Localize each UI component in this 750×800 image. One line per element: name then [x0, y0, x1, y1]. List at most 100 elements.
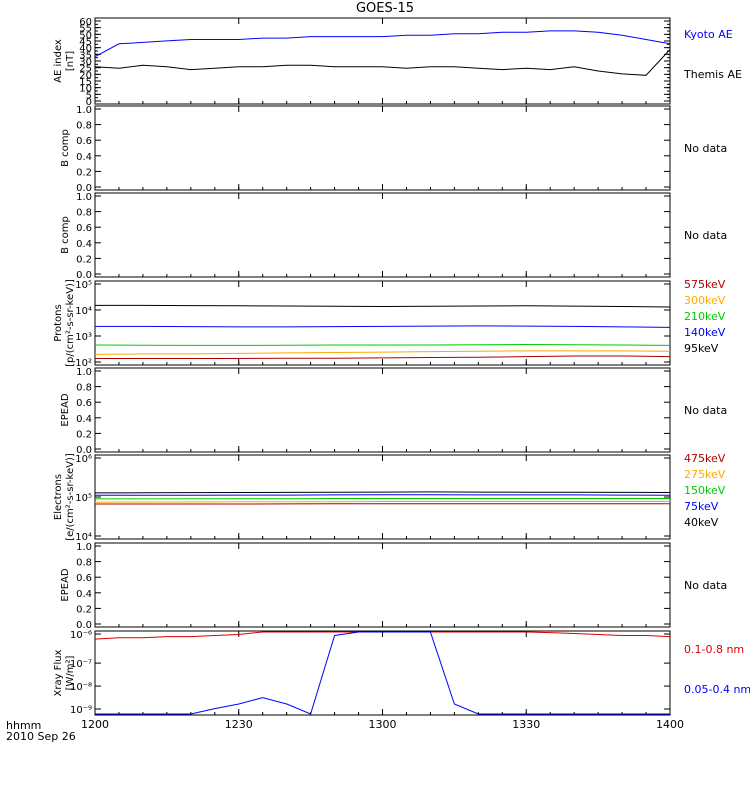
y-axis-label: B comp [60, 216, 71, 254]
y-axis-label: EPEAD [60, 393, 71, 427]
legend-entry: 75keV [684, 500, 719, 513]
y-tick-label: 0.6 [76, 223, 92, 234]
y-tick-label: 0.0 [76, 270, 92, 281]
y-tick-label: 0.8 [76, 383, 92, 394]
series-line-210kev [94, 343, 671, 346]
legend-entry: 275keV [684, 468, 726, 481]
panel-b1 [94, 105, 671, 191]
y-axis-label: [nT] [65, 51, 76, 71]
series-line-300kev [94, 350, 671, 355]
y-tick-label: 0.2 [76, 254, 92, 265]
legend-entry: 475keV [684, 452, 726, 465]
y-tick-label: 0.4 [76, 239, 92, 250]
legend-entry: 300keV [684, 294, 726, 307]
panel-electrons [94, 454, 671, 540]
panel-b2 [94, 192, 671, 278]
y-tick-label: 0.4 [76, 414, 92, 425]
x-tick-label: 1400 [656, 718, 684, 731]
y-axis-label: [e/(cm²-s-sr-keV)] [65, 453, 76, 541]
x-tick-label: 1330 [512, 718, 540, 731]
y-tick-label: 60 [79, 17, 92, 28]
panel-epead2 [94, 542, 671, 628]
legend-entry: 140keV [684, 326, 726, 339]
y-tick-label: 10⁻⁷ [70, 659, 92, 670]
y-axis-label: AE index [53, 39, 64, 83]
chart-title: GOES-15 [356, 1, 414, 16]
panel-frame [94, 542, 671, 628]
y-axis-label: EPEAD [60, 568, 71, 602]
y-tick-label: 50 [79, 30, 92, 41]
y-tick-label: 10⁶ [75, 454, 92, 465]
y-tick-label: 0.2 [76, 429, 92, 440]
series-line-kyoto-ae [94, 30, 671, 58]
no-data-label: No data [684, 229, 727, 242]
y-tick-label: 0.2 [76, 604, 92, 615]
y-tick-label: 10⁻⁸ [70, 682, 92, 693]
y-tick-label: 10³ [75, 332, 92, 343]
legend-entry: 210keV [684, 310, 726, 323]
no-data-label: No data [684, 404, 727, 417]
y-tick-label: 35 [79, 50, 92, 61]
y-axis-label: Electrons [53, 474, 64, 520]
y-tick-label: 15 [79, 77, 92, 88]
y-tick-label: 0.0 [76, 445, 92, 456]
panel-frame [94, 192, 671, 278]
y-axis-label: Protons [53, 304, 64, 341]
series-line-95kev [95, 304, 671, 308]
y-tick-label: 0.6 [76, 573, 92, 584]
panel-ae [94, 17, 671, 105]
y-tick-label: 10 [79, 84, 92, 95]
legend-entry: Themis AE [683, 68, 742, 81]
y-tick-label: 10⁴ [75, 532, 92, 543]
y-tick-label: 30 [79, 57, 92, 68]
y-tick-label: 20 [79, 70, 92, 81]
series-line-275kev [94, 501, 670, 503]
y-tick-label: 0.2 [76, 167, 92, 178]
legend-entry: 40keV [684, 516, 719, 529]
y-tick-label: 10⁵ [75, 280, 92, 291]
panel-frame [94, 630, 671, 716]
y-tick-label: 0.8 [76, 121, 92, 132]
y-axis-label: [W/m²] [65, 655, 76, 690]
y-axis-label: B comp [60, 129, 71, 167]
y-tick-label: 10⁴ [75, 306, 92, 317]
y-tick-label: 10⁻⁶ [70, 630, 92, 641]
x-tick-label: 1300 [369, 718, 397, 731]
y-tick-label: 0 [86, 97, 92, 108]
y-tick-label: 10⁵ [75, 493, 92, 504]
y-tick-label: 1.0 [76, 105, 92, 116]
footer-line-1: hhmm [6, 719, 41, 732]
y-tick-label: 0.0 [76, 620, 92, 631]
y-tick-label: 55 [79, 24, 92, 35]
y-tick-label: 1.0 [76, 542, 92, 553]
series-line-0-05-0-4-nm [95, 631, 670, 715]
x-tick-label: 1230 [225, 718, 253, 731]
panel-frame [94, 17, 671, 105]
panel-epead1 [94, 367, 671, 453]
legend-entry: 150keV [684, 484, 726, 497]
y-tick-label: 1.0 [76, 367, 92, 378]
y-tick-label: 10⁻⁹ [70, 705, 92, 716]
y-tick-label: 0.4 [76, 589, 92, 600]
y-tick-label: 0.0 [76, 183, 92, 194]
series-line-575kev [95, 355, 671, 359]
panel-protons [94, 280, 671, 366]
no-data-label: No data [684, 579, 727, 592]
y-tick-label: 0.8 [76, 558, 92, 569]
series-line-themis-ae [94, 49, 671, 76]
y-tick-label: 40 [79, 44, 92, 55]
y-tick-label: 0.6 [76, 398, 92, 409]
y-tick-label: 1.0 [76, 192, 92, 203]
legend-entry: 0.1-0.8 nm [684, 643, 744, 656]
panel-frame [94, 454, 671, 540]
series-line-40kev [94, 491, 671, 494]
panel-frame [94, 105, 671, 191]
legend-entry: 95keV [684, 342, 719, 355]
y-axis-label: [p/(cm²-s-sr-keV)] [65, 279, 76, 367]
y-tick-label: 0.8 [76, 208, 92, 219]
panel-frame [94, 367, 671, 453]
no-data-label: No data [684, 142, 727, 155]
y-tick-label: 25 [79, 64, 92, 75]
legend-entry: 575keV [684, 278, 726, 291]
